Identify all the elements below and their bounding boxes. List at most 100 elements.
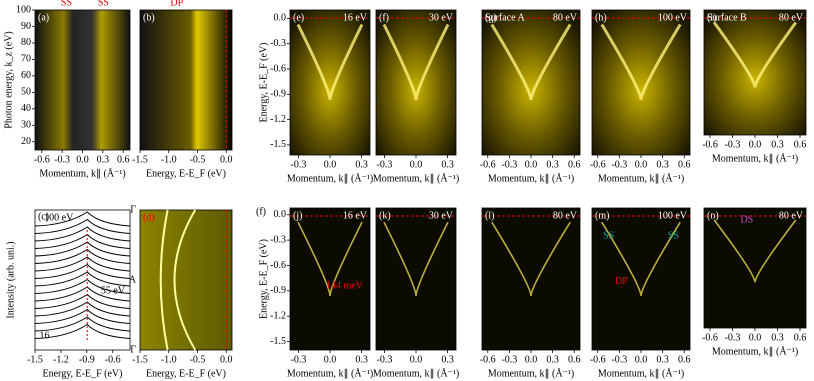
x-tick-label: 0.3 xyxy=(355,354,368,365)
panel-tag: Surface A xyxy=(485,12,525,23)
panel-label: (i) xyxy=(707,12,716,23)
heatmap-image xyxy=(34,9,131,151)
y-tick-label: 0.0 xyxy=(274,13,287,24)
annotation: DP xyxy=(615,276,628,287)
x-tick-label: -0.6 xyxy=(590,159,606,170)
y-tick-label: 80 xyxy=(21,37,31,48)
x-tick-label: -0.6 xyxy=(480,159,496,170)
edc-curve xyxy=(34,211,131,227)
x-tick-label: 0.0 xyxy=(76,154,89,165)
x-tick-label: 0.0 xyxy=(324,159,337,170)
x-tick-label: 0.3 xyxy=(546,354,559,365)
x-tick-label: -0.3 xyxy=(54,154,70,165)
band-feature xyxy=(173,209,197,351)
x-tick-label: 0.6 xyxy=(568,159,581,170)
x-tick-label: -1.2 xyxy=(53,354,69,365)
x-tick-label: 0.6 xyxy=(117,154,130,165)
y-tick-label: -1.5 xyxy=(270,336,286,347)
x-tick-label: 0.0 xyxy=(635,159,648,170)
x-tick-label: 0.3 xyxy=(97,154,110,165)
x-tick-label: 0.3 xyxy=(441,354,454,365)
x-tick-label: -0.6 xyxy=(34,154,50,165)
panel-label: (b) xyxy=(143,12,155,23)
y-tick-label: -0.3 xyxy=(270,234,286,245)
x-tick-label: 0.6 xyxy=(678,159,691,170)
panel-title: 80 eV xyxy=(553,12,578,23)
edc-curve xyxy=(34,263,131,279)
y-tick-label: 100 xyxy=(16,4,31,15)
panel-title: 30 eV xyxy=(429,12,454,23)
y-tick-label: 60 xyxy=(21,70,31,81)
row-label: (f) xyxy=(256,206,266,217)
y-tick-label: 20 xyxy=(21,136,31,147)
x-axis-label: Energy, E-E_F (eV) xyxy=(43,368,123,379)
y-tick-label: A xyxy=(129,274,137,285)
annotation: SS xyxy=(668,231,679,242)
x-tick-label: 0.3 xyxy=(771,139,784,150)
band-feature xyxy=(712,21,798,88)
x-tick-label: -0.6 xyxy=(480,354,496,365)
x-tick-label: 0.6 xyxy=(678,354,691,365)
edc-curve xyxy=(34,323,131,339)
x-tick-label: -1.5 xyxy=(27,354,43,365)
x-axis-label: Energy, E-E_F (eV) xyxy=(146,168,226,179)
panel-tag: Surface B xyxy=(707,12,747,23)
x-tick-label: -0.9 xyxy=(79,354,95,365)
x-axis-label: Momentum, k∥ (Å⁻¹) xyxy=(287,367,373,379)
annotation: DS xyxy=(740,214,753,225)
panel-title: 16 eV xyxy=(343,12,368,23)
edc-curve xyxy=(34,248,131,264)
y-tick-label: -0.3 xyxy=(270,38,286,49)
x-tick-label: -0.3 xyxy=(611,159,627,170)
x-tick-label: -0.5 xyxy=(190,354,206,365)
panel-label: (m) xyxy=(595,210,609,221)
x-tick-label: -0.3 xyxy=(376,354,392,365)
panel-title: 80 eV xyxy=(553,210,578,221)
y-tick-label: Γ xyxy=(130,204,136,215)
x-tick-label: 0.0 xyxy=(749,139,762,150)
x-tick-label: 0.0 xyxy=(525,159,538,170)
panel-label: (a) xyxy=(38,12,49,23)
edc-curve xyxy=(34,218,131,234)
panel-label: (g) xyxy=(485,12,497,23)
y-axis-label: Energy, E-E_F (eV) xyxy=(258,43,269,123)
band-feature xyxy=(296,23,364,101)
panel-label: (e) xyxy=(293,12,304,23)
panel-label: (h) xyxy=(595,12,607,23)
x-tick-label: 0.0 xyxy=(220,354,233,365)
x-tick-label: 0.3 xyxy=(441,159,454,170)
y-tick-label: 40 xyxy=(21,103,31,114)
band-feature xyxy=(601,221,681,297)
annotation: SS xyxy=(61,0,72,8)
edc-curve xyxy=(34,226,131,242)
panel-title: 100 eV xyxy=(658,210,688,221)
annotation: 16 xyxy=(40,330,50,341)
band-feature xyxy=(383,221,449,297)
annotation: 100 eV xyxy=(44,213,74,224)
x-tick-label: 0.0 xyxy=(220,154,233,165)
band-feature xyxy=(297,221,363,297)
panel-label: (c) xyxy=(38,211,49,222)
x-tick-label: -0.3 xyxy=(725,139,741,150)
x-tick-label: -0.3 xyxy=(290,159,306,170)
edc-curve xyxy=(34,256,131,272)
x-tick-label: -1.0 xyxy=(161,154,177,165)
panel-title: 80 eV xyxy=(779,12,804,23)
x-axis-label: Momentum, k∥ (Å⁻¹) xyxy=(488,367,574,379)
y-tick-label: -1.2 xyxy=(270,310,286,321)
panel-label: (f) xyxy=(379,12,389,23)
y-tick-label: 30 xyxy=(21,120,31,131)
x-axis-label: Energy, E-E_F (eV) xyxy=(146,368,226,379)
band-feature xyxy=(713,219,797,283)
panel-title: 80 eV xyxy=(779,210,804,221)
x-tick-label: 0.6 xyxy=(794,332,807,343)
annotation: SS xyxy=(603,231,614,242)
panel-label: (n) xyxy=(707,210,719,221)
x-axis-label: Momentum, k∥ (Å⁻¹) xyxy=(598,172,684,184)
x-tick-label: -0.3 xyxy=(501,159,517,170)
y-tick-label: -0.6 xyxy=(270,260,286,271)
x-tick-label: -0.3 xyxy=(290,354,306,365)
x-axis-label: Momentum, k∥ (Å⁻¹) xyxy=(488,172,574,184)
panel-title: 100 eV xyxy=(658,12,688,23)
